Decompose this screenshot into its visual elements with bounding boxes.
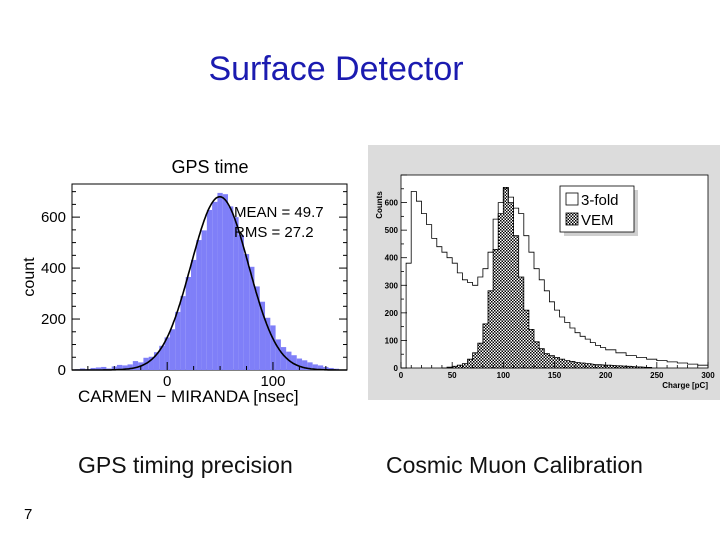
histogram-bar bbox=[280, 347, 287, 370]
histogram-bar bbox=[233, 217, 239, 370]
x-tick-label: 0 bbox=[399, 371, 404, 380]
y-tick-label: 0 bbox=[58, 362, 66, 379]
histogram-bar bbox=[254, 286, 260, 370]
histogram-bar bbox=[291, 355, 297, 370]
histogram-bar bbox=[127, 364, 133, 370]
gaussian-fit-curve bbox=[72, 196, 347, 371]
histogram-bar bbox=[317, 365, 324, 370]
legend-label-vem: VEM bbox=[581, 212, 614, 229]
legend-swatch-vem bbox=[565, 212, 579, 226]
y-tick-label: 600 bbox=[41, 209, 66, 226]
tick-marks bbox=[72, 191, 347, 371]
vem-histogram bbox=[441, 187, 653, 369]
histogram-bar bbox=[122, 365, 128, 370]
y-tick-label: 600 bbox=[385, 199, 399, 208]
histogram-bar bbox=[190, 259, 197, 370]
histogram-bar bbox=[153, 352, 160, 370]
x-axis-label: CARMEN − MIRANDA [nsec] bbox=[78, 387, 299, 406]
plot-frame bbox=[400, 174, 709, 369]
histogram-bar bbox=[328, 367, 334, 370]
histogram-bar bbox=[228, 206, 234, 370]
x-tick-label: 300 bbox=[701, 371, 715, 380]
histogram-bar bbox=[243, 254, 250, 370]
histogram-bar bbox=[196, 240, 202, 370]
y-axis-label: Counts bbox=[375, 191, 384, 219]
histogram-bar bbox=[222, 194, 229, 370]
histogram-bar bbox=[212, 201, 218, 370]
y-tick-label: 200 bbox=[41, 311, 66, 328]
histogram-bar bbox=[217, 192, 223, 370]
x-tick-label: 200 bbox=[599, 371, 613, 380]
histogram-bar bbox=[259, 301, 266, 370]
vem-calibration-histogram: 0 100 200 300 400 500 600 0 50 100 150 200 250 300 Cou… bbox=[368, 145, 720, 400]
slide-title: Surface Detector bbox=[208, 50, 464, 88]
y-tick-label: 500 bbox=[385, 226, 399, 235]
histogram-bar bbox=[101, 366, 107, 370]
y-tick-label: 200 bbox=[385, 309, 399, 318]
histogram-bar bbox=[201, 230, 207, 370]
histogram-bar bbox=[302, 360, 308, 370]
histogram-bar bbox=[265, 317, 271, 370]
gps-caption: GPS timing precision bbox=[78, 452, 293, 478]
stat-box-entry: RMS = 27.2 bbox=[234, 224, 314, 241]
y-tick-label: 400 bbox=[41, 260, 66, 277]
histogram-bar bbox=[206, 209, 213, 370]
histogram-bar bbox=[270, 325, 276, 370]
histogram-bar bbox=[132, 361, 139, 370]
x-axis-label: Charge [pC] bbox=[662, 381, 708, 390]
page-number: 7 bbox=[24, 506, 33, 523]
legend-label-threefold: 3-fold bbox=[581, 192, 619, 209]
x-tick-label: 250 bbox=[650, 371, 664, 380]
threefold-histogram bbox=[401, 188, 708, 369]
histogram-bars bbox=[74, 192, 340, 370]
histogram-bar bbox=[164, 337, 170, 370]
histogram-bar bbox=[312, 364, 318, 370]
histogram-bar bbox=[296, 358, 303, 370]
histogram-bar bbox=[169, 329, 176, 370]
y-tick-label: 400 bbox=[385, 254, 399, 263]
histogram-bar bbox=[275, 339, 281, 370]
y-tick-label: 100 bbox=[385, 336, 399, 345]
x-tick-label: 150 bbox=[548, 371, 562, 380]
legend-swatch-threefold bbox=[565, 192, 579, 206]
y-tick-label: 0 bbox=[394, 364, 399, 373]
legend: 3-fold VEM bbox=[559, 185, 638, 236]
y-tick-label: 300 bbox=[385, 281, 399, 290]
x-tick-label: 100 bbox=[497, 371, 511, 380]
histogram-bar bbox=[249, 266, 255, 370]
stat-box-entry: MEAN = 49.7 bbox=[234, 204, 324, 221]
y-axis-label: count bbox=[21, 257, 38, 297]
x-tick-label: 100 bbox=[260, 373, 285, 390]
histogram-bar bbox=[307, 362, 313, 370]
muon-caption: Cosmic Muon Calibration bbox=[386, 452, 643, 478]
histogram-bar bbox=[159, 345, 165, 370]
x-tick-label: 0 bbox=[163, 373, 171, 390]
tick-marks bbox=[400, 174, 709, 369]
histogram-bar bbox=[180, 296, 186, 370]
histogram-bar bbox=[116, 364, 123, 370]
gps-time-histogram: GPS time 0 200 400 600 0 100 count CARMEN − MIRA… bbox=[21, 157, 348, 406]
histogram-bar bbox=[148, 356, 154, 370]
histogram-bar bbox=[95, 367, 102, 370]
chart-title: GPS time bbox=[171, 157, 248, 177]
histogram-bar bbox=[238, 234, 244, 370]
histogram-bar bbox=[90, 367, 96, 370]
histogram-bar bbox=[185, 277, 191, 370]
x-tick-label: 50 bbox=[448, 371, 457, 380]
histogram-bar bbox=[175, 311, 181, 370]
